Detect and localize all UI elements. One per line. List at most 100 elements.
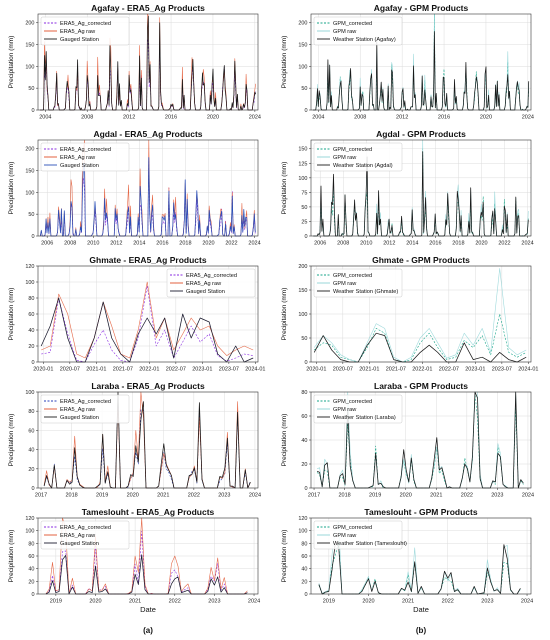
y-axis-label: Precipitation (mm) [8,414,15,467]
y-tick-label: 100 [25,64,34,70]
y-tick-label: 50 [28,212,34,218]
plot-frame [310,265,532,363]
legend-label: ERA5_Ag_corrected [60,21,111,27]
y-tick-label: 40 [28,448,34,454]
x-tick-label: 2004 [312,115,324,121]
y-tick-label: 20 [301,462,307,468]
x-tick-label: 2024 [521,241,533,247]
x-tick-label: 2008 [81,115,93,121]
x-tick-label: 2023-07 [219,367,239,373]
x-tick-label: 2016 [156,241,168,247]
y-axis-label: Precipitation (mm) [281,530,288,583]
legend-box [40,142,130,172]
x-tick-label: 2017 [35,493,47,499]
legend-label: Weather Station (Agafay) [333,37,396,43]
x-tick-label: 2022 [225,241,237,247]
x-tick-label: 2006 [314,241,326,247]
y-tick-label: 100 [25,190,34,196]
legend-label: GPM raw [333,281,357,287]
chart-panel: Agafay - GPM Products 0 50 100 150 200 2004 200… [281,3,534,121]
y-tick-label: 200 [298,21,307,27]
x-tick-label: 2020 [480,115,492,121]
x-tick-label: 2022 [442,599,454,605]
legend-label: ERA5_Ag_corrected [60,147,111,153]
legend-label: GPM raw [333,155,357,161]
x-tick-label: 2019 [96,493,108,499]
legend-label: GPM raw [333,407,357,413]
x-tick-label: 2012 [396,115,408,121]
chart-panel: Tameslouht - GPM Products 0 20 40 60 80 100 120… [281,507,533,614]
x-tick-label: 2017 [308,493,320,499]
y-tick-label: 40 [301,438,307,444]
chart-title: Ghmate - GPM Products [372,255,470,265]
x-tick-label: 2022-01 [139,367,159,373]
x-tick-label: 2022-07 [166,367,186,373]
legend: GPM_corrected GPM raw Weather Station (Ghm… [313,268,403,298]
chart-title: Agafay - ERA5_Ag Products [91,3,205,13]
x-tick-label: 2022 [188,493,200,499]
x-tick-label: 2020 [362,599,374,605]
x-tick-label: 2020-07 [333,367,353,373]
plot-frame [310,517,532,595]
x-tick-label: 2019 [323,599,335,605]
x-tick-label: 2023-01 [465,367,485,373]
y-tick-label: 100 [25,529,34,535]
y-tick-label: 60 [301,414,307,420]
y-tick-label: 60 [28,428,34,434]
y-tick-label: 0 [304,360,307,366]
legend-box [313,142,403,172]
x-tick-label: 2016 [429,241,441,247]
x-tick-label: 2010 [360,241,372,247]
legend-box [313,394,403,424]
legend-label: GPM_corrected [333,21,372,27]
plot-frame [310,13,532,111]
y-axis-label: Precipitation (mm) [8,36,15,89]
legend-box [166,268,256,298]
chart-panel: Tameslouht - ERA5_Ag Products 0 20 40 60 80 10… [8,507,260,614]
chart-title: Laraba - GPM Products [374,381,468,391]
x-tick-label: 2021 [129,599,141,605]
y-tick-label: 0 [304,234,307,240]
x-tick-label: 2023 [481,599,493,605]
y-tick-label: 75 [301,190,307,196]
x-tick-label: 2020 [89,599,101,605]
y-tick-label: 120 [25,516,34,522]
legend: ERA5_Ag_corrected ERA5_Ag raw Gauged Stati… [166,268,256,298]
legend-box [40,394,130,424]
legend-label: Weather Station (Ghmate) [333,289,398,295]
series-line-2 [313,268,527,363]
x-tick-label: 2008 [337,241,349,247]
plot-frame [37,139,259,237]
legend-box [40,520,130,550]
x-tick-label: 2018 [338,493,350,499]
chart-title: Laraba - ERA5_Ag Products [91,381,205,391]
legend-box [313,520,403,550]
chart-title: Agdal - GPM Products [376,129,466,139]
y-tick-label: 150 [298,147,307,153]
x-tick-label: 2021-01 [86,367,106,373]
y-tick-label: 50 [301,205,307,211]
y-tick-label: 200 [298,264,307,270]
y-tick-label: 0 [31,360,34,366]
y-tick-label: 60 [301,554,307,560]
x-tick-label: 2008 [64,241,76,247]
x-tick-label: 2020-01 [306,367,326,373]
legend-label: Gauged Station [60,163,99,169]
legend-label: Gauged Station [60,415,99,421]
legend-label: GPM_corrected [333,147,372,153]
y-tick-label: 100 [298,529,307,535]
x-tick-label: 2023-07 [492,367,512,373]
panel-label: (b) [416,626,427,635]
chart-panel: Agafay - ERA5_Ag Products 0 50 100 150 200 200… [8,3,261,121]
legend-label: Gauged Station [60,541,99,547]
legend-label: GPM raw [333,29,357,35]
x-axis-label: Date [140,605,156,614]
y-tick-label: 100 [298,312,307,318]
legend-label: ERA5_Ag raw [60,407,96,413]
x-tick-label: 2014 [406,241,418,247]
y-axis-label: Precipitation (mm) [281,162,288,215]
x-tick-label: 2020 [400,493,412,499]
legend: ERA5_Ag_corrected ERA5_Ag raw Gauged Stati… [40,16,130,46]
y-tick-label: 80 [28,541,34,547]
